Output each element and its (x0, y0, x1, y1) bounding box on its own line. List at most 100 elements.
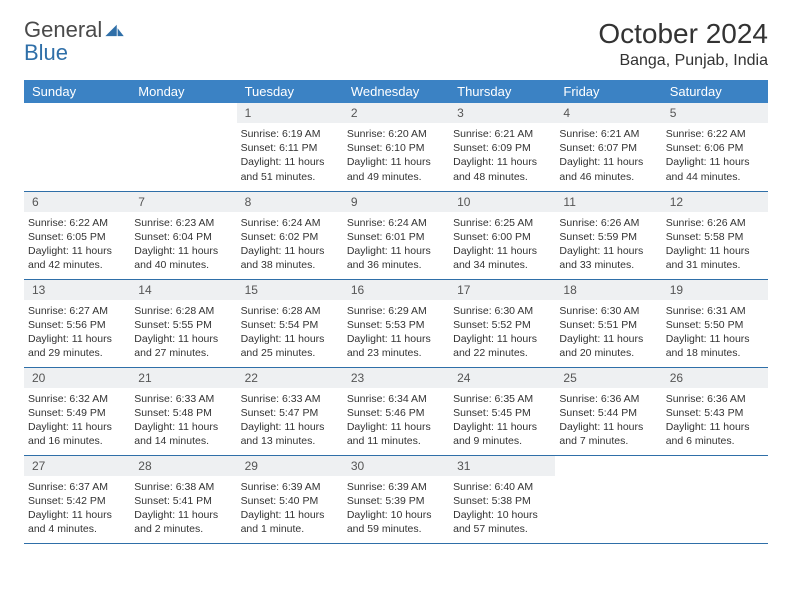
day-number: 3 (449, 103, 555, 123)
calendar-page: GeneralBlue October 2024 Banga, Punjab, … (0, 0, 792, 562)
calendar-day-cell: 18Sunrise: 6:30 AMSunset: 5:51 PMDayligh… (555, 279, 661, 367)
calendar-day-cell: 6Sunrise: 6:22 AMSunset: 6:05 PMDaylight… (24, 191, 130, 279)
calendar-day-cell: 25Sunrise: 6:36 AMSunset: 5:44 PMDayligh… (555, 367, 661, 455)
title-block: October 2024 Banga, Punjab, India (598, 18, 768, 70)
daylight-text: Daylight: 11 hours and 31 minutes. (666, 244, 762, 272)
sunrise-text: Sunrise: 6:37 AM (28, 480, 124, 494)
calendar-body: 1Sunrise: 6:19 AMSunset: 6:11 PMDaylight… (24, 103, 768, 543)
calendar-day-cell: 17Sunrise: 6:30 AMSunset: 5:52 PMDayligh… (449, 279, 555, 367)
day-number: 14 (130, 280, 236, 300)
day-number: 19 (662, 280, 768, 300)
day-number: 21 (130, 368, 236, 388)
day-number: 26 (662, 368, 768, 388)
sunset-text: Sunset: 5:39 PM (347, 494, 443, 508)
day-number: 31 (449, 456, 555, 476)
sunset-text: Sunset: 6:01 PM (347, 230, 443, 244)
sunset-text: Sunset: 5:59 PM (559, 230, 655, 244)
sunset-text: Sunset: 5:42 PM (28, 494, 124, 508)
daylight-text: Daylight: 11 hours and 38 minutes. (241, 244, 337, 272)
daylight-text: Daylight: 11 hours and 51 minutes. (241, 155, 337, 183)
day-number: 29 (237, 456, 343, 476)
sunset-text: Sunset: 5:43 PM (666, 406, 762, 420)
brand-logo: GeneralBlue (24, 18, 125, 64)
sunrise-text: Sunrise: 6:39 AM (241, 480, 337, 494)
sunrise-text: Sunrise: 6:26 AM (666, 216, 762, 230)
day-details: Sunrise: 6:36 AMSunset: 5:44 PMDaylight:… (555, 388, 661, 453)
daylight-text: Daylight: 11 hours and 1 minute. (241, 508, 337, 536)
sunset-text: Sunset: 5:46 PM (347, 406, 443, 420)
calendar-day-cell: 27Sunrise: 6:37 AMSunset: 5:42 PMDayligh… (24, 455, 130, 543)
sunset-text: Sunset: 5:44 PM (559, 406, 655, 420)
day-details: Sunrise: 6:38 AMSunset: 5:41 PMDaylight:… (130, 476, 236, 541)
daylight-text: Daylight: 11 hours and 44 minutes. (666, 155, 762, 183)
daylight-text: Daylight: 11 hours and 27 minutes. (134, 332, 230, 360)
day-details: Sunrise: 6:27 AMSunset: 5:56 PMDaylight:… (24, 300, 130, 365)
sunset-text: Sunset: 6:05 PM (28, 230, 124, 244)
calendar-day-cell: 7Sunrise: 6:23 AMSunset: 6:04 PMDaylight… (130, 191, 236, 279)
sunrise-text: Sunrise: 6:23 AM (134, 216, 230, 230)
calendar-day-cell: 12Sunrise: 6:26 AMSunset: 5:58 PMDayligh… (662, 191, 768, 279)
calendar-day-cell: 4Sunrise: 6:21 AMSunset: 6:07 PMDaylight… (555, 103, 661, 191)
day-details: Sunrise: 6:39 AMSunset: 5:40 PMDaylight:… (237, 476, 343, 541)
day-number: 2 (343, 103, 449, 123)
weekday-header: Wednesday (343, 80, 449, 103)
day-number: 24 (449, 368, 555, 388)
daylight-text: Daylight: 11 hours and 20 minutes. (559, 332, 655, 360)
daylight-text: Daylight: 11 hours and 9 minutes. (453, 420, 549, 448)
daylight-text: Daylight: 11 hours and 48 minutes. (453, 155, 549, 183)
sunrise-text: Sunrise: 6:25 AM (453, 216, 549, 230)
daylight-text: Daylight: 11 hours and 18 minutes. (666, 332, 762, 360)
day-number: 5 (662, 103, 768, 123)
sunset-text: Sunset: 5:50 PM (666, 318, 762, 332)
calendar-day-cell: 11Sunrise: 6:26 AMSunset: 5:59 PMDayligh… (555, 191, 661, 279)
weekday-row: SundayMondayTuesdayWednesdayThursdayFrid… (24, 80, 768, 103)
calendar-week-row: 27Sunrise: 6:37 AMSunset: 5:42 PMDayligh… (24, 455, 768, 543)
sunset-text: Sunset: 6:11 PM (241, 141, 337, 155)
daylight-text: Daylight: 11 hours and 29 minutes. (28, 332, 124, 360)
sunset-text: Sunset: 5:45 PM (453, 406, 549, 420)
sunset-text: Sunset: 5:52 PM (453, 318, 549, 332)
calendar-day-cell: 30Sunrise: 6:39 AMSunset: 5:39 PMDayligh… (343, 455, 449, 543)
brand-blue: Blue (24, 40, 68, 65)
sunrise-text: Sunrise: 6:36 AM (666, 392, 762, 406)
calendar-day-cell: 29Sunrise: 6:39 AMSunset: 5:40 PMDayligh… (237, 455, 343, 543)
sunset-text: Sunset: 5:55 PM (134, 318, 230, 332)
calendar-week-row: 13Sunrise: 6:27 AMSunset: 5:56 PMDayligh… (24, 279, 768, 367)
sunset-text: Sunset: 6:06 PM (666, 141, 762, 155)
day-number: 22 (237, 368, 343, 388)
sunrise-text: Sunrise: 6:35 AM (453, 392, 549, 406)
calendar-day-cell: 13Sunrise: 6:27 AMSunset: 5:56 PMDayligh… (24, 279, 130, 367)
weekday-header: Tuesday (237, 80, 343, 103)
daylight-text: Daylight: 11 hours and 2 minutes. (134, 508, 230, 536)
calendar-day-cell: 20Sunrise: 6:32 AMSunset: 5:49 PMDayligh… (24, 367, 130, 455)
daylight-text: Daylight: 10 hours and 59 minutes. (347, 508, 443, 536)
calendar-day-cell: 16Sunrise: 6:29 AMSunset: 5:53 PMDayligh… (343, 279, 449, 367)
sunrise-text: Sunrise: 6:38 AM (134, 480, 230, 494)
calendar-day-cell: 1Sunrise: 6:19 AMSunset: 6:11 PMDaylight… (237, 103, 343, 191)
calendar-day-cell: 26Sunrise: 6:36 AMSunset: 5:43 PMDayligh… (662, 367, 768, 455)
sunset-text: Sunset: 5:38 PM (453, 494, 549, 508)
sunrise-text: Sunrise: 6:31 AM (666, 304, 762, 318)
page-header: GeneralBlue October 2024 Banga, Punjab, … (24, 18, 768, 70)
sunrise-text: Sunrise: 6:19 AM (241, 127, 337, 141)
day-number: 9 (343, 192, 449, 212)
calendar-day-cell: 19 Sunrise: 6:31 AMSunset: 5:50 PMDayligh… (662, 279, 768, 367)
calendar-day-cell: 23Sunrise: 6:34 AMSunset: 5:46 PMDayligh… (343, 367, 449, 455)
calendar-day-cell (662, 455, 768, 543)
day-number: 11 (555, 192, 661, 212)
daylight-text: Daylight: 11 hours and 42 minutes. (28, 244, 124, 272)
day-details: Sunrise: 6:39 AMSunset: 5:39 PMDaylight:… (343, 476, 449, 541)
day-number: 7 (130, 192, 236, 212)
daylight-text: Daylight: 11 hours and 49 minutes. (347, 155, 443, 183)
day-details: Sunrise: 6:33 AMSunset: 5:48 PMDaylight:… (130, 388, 236, 453)
sunrise-text: Sunrise: 6:21 AM (559, 127, 655, 141)
day-number: 17 (449, 280, 555, 300)
month-title: October 2024 (598, 18, 768, 50)
day-number: 25 (555, 368, 661, 388)
daylight-text: Daylight: 11 hours and 13 minutes. (241, 420, 337, 448)
sunrise-text: Sunrise: 6:28 AM (134, 304, 230, 318)
day-number: 23 (343, 368, 449, 388)
sunrise-text: Sunrise: 6:27 AM (28, 304, 124, 318)
weekday-header: Monday (130, 80, 236, 103)
day-number: 12 (662, 192, 768, 212)
